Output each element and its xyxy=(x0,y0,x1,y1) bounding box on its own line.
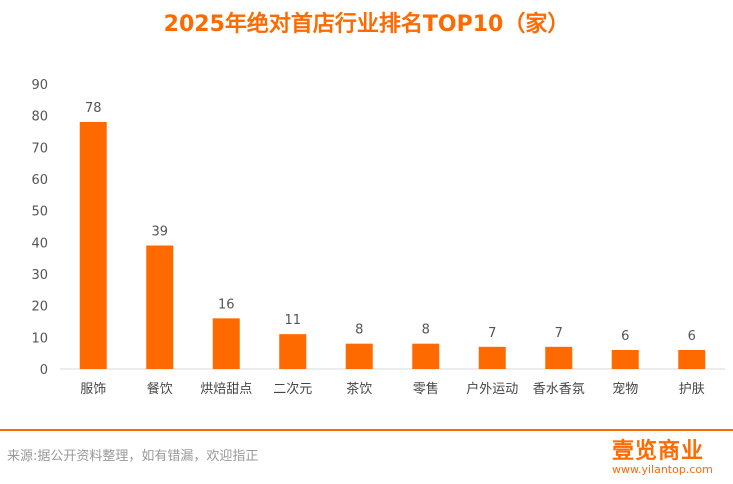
x-tick-label: 茶饮 xyxy=(346,381,372,397)
y-tick-label: 70 xyxy=(31,141,48,156)
bar xyxy=(545,346,573,369)
data-label: 8 xyxy=(355,323,363,338)
y-tick-label: 50 xyxy=(31,205,48,220)
bar xyxy=(212,318,240,369)
y-tick-label: 40 xyxy=(31,236,48,251)
data-label: 7 xyxy=(488,326,496,341)
bar xyxy=(279,334,307,369)
x-tick-label: 服饰 xyxy=(80,382,106,397)
y-tick-label: 10 xyxy=(31,331,48,346)
x-tick-label: 宠物 xyxy=(612,381,638,397)
y-tick-label: 80 xyxy=(31,110,48,125)
data-label: 11 xyxy=(284,313,301,328)
y-tick-label: 30 xyxy=(31,268,48,283)
data-label: 78 xyxy=(85,101,102,116)
y-tick-label: 0 xyxy=(40,363,48,378)
y-tick-label: 60 xyxy=(31,173,48,188)
x-tick-label: 香水香氛 xyxy=(533,382,585,397)
footer-divider xyxy=(0,429,733,431)
x-tick-label: 户外运动 xyxy=(466,381,518,397)
data-label: 39 xyxy=(151,225,168,240)
x-tick-label: 二次元 xyxy=(273,381,312,397)
bar xyxy=(146,245,174,369)
x-tick-label: 餐饮 xyxy=(147,381,173,397)
bar xyxy=(412,343,440,369)
data-label: 16 xyxy=(218,297,235,312)
bar xyxy=(345,343,373,369)
x-tick-label: 烘焙甜点 xyxy=(200,381,252,397)
x-tick-label: 零售 xyxy=(413,381,439,397)
chart-title: 2025年绝对首店行业排名TOP10（家） xyxy=(163,12,570,37)
data-label: 7 xyxy=(555,326,563,341)
bar-chart: 010203040506070809078服饰39餐饮16烘焙甜点11二次元8茶… xyxy=(31,78,725,397)
bar xyxy=(678,350,706,369)
source-note: 来源:据公开资料整理，如有错漏，欢迎指正 xyxy=(7,449,259,464)
y-tick-label: 90 xyxy=(31,78,48,93)
data-label: 6 xyxy=(621,329,629,344)
brand-url: www.yilantop.com xyxy=(612,463,713,476)
brand-logo: 壹览商业 xyxy=(612,439,705,464)
bar xyxy=(79,122,107,369)
x-tick-label: 护肤 xyxy=(679,382,705,397)
data-label: 8 xyxy=(422,323,430,338)
bar xyxy=(478,346,506,369)
bar xyxy=(611,350,639,369)
y-tick-label: 20 xyxy=(31,300,48,315)
data-label: 6 xyxy=(688,329,696,344)
